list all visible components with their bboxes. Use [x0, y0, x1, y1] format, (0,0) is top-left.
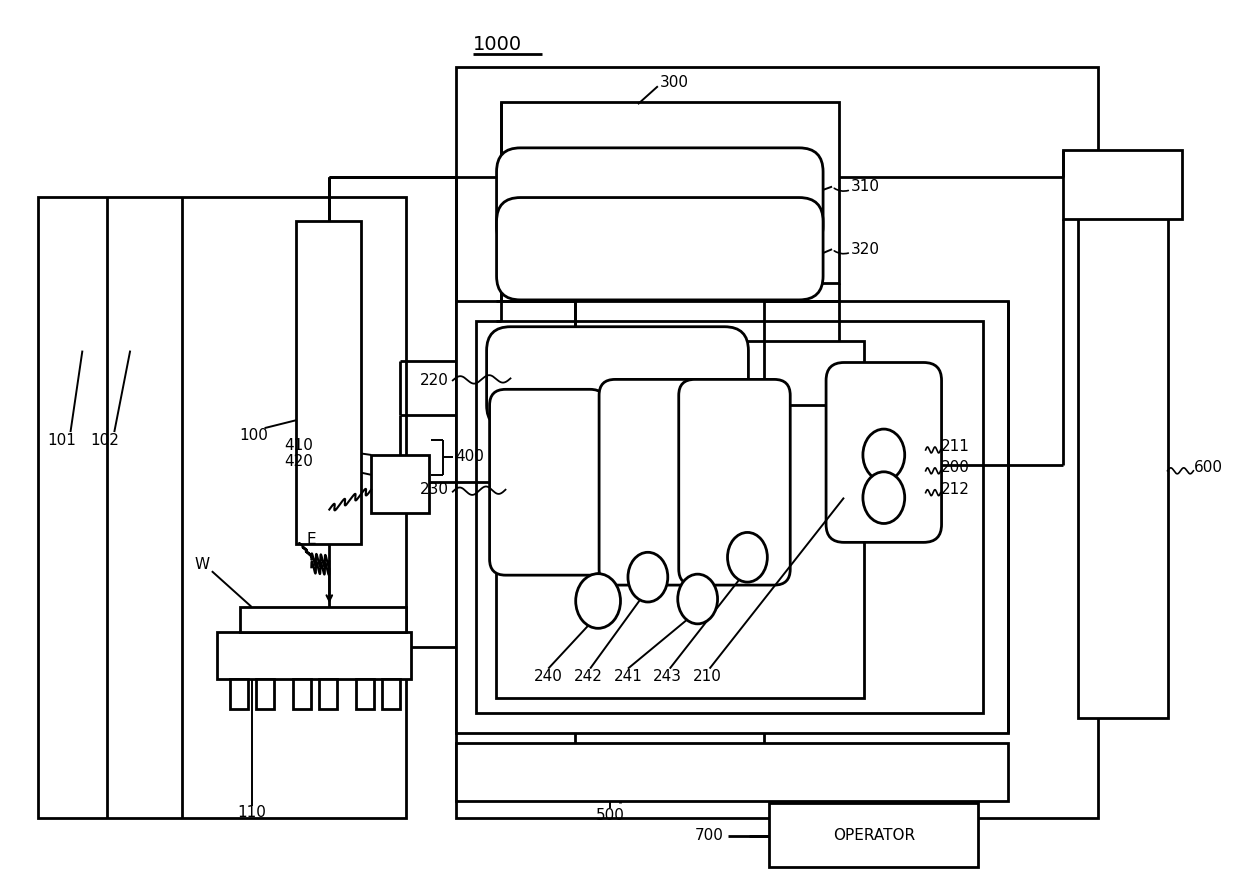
Ellipse shape	[863, 472, 905, 523]
Bar	[37, 196, 405, 818]
Text: 241: 241	[614, 669, 642, 684]
Text: 500: 500	[595, 808, 625, 823]
FancyBboxPatch shape	[826, 362, 941, 543]
Text: 102: 102	[91, 432, 119, 447]
Text: 240: 240	[534, 669, 563, 684]
Bar	[296, 221, 361, 545]
Ellipse shape	[728, 532, 768, 582]
Text: 243: 243	[653, 669, 682, 684]
Bar	[294, 680, 311, 709]
FancyBboxPatch shape	[486, 327, 749, 429]
Text: 100: 100	[239, 428, 268, 443]
Text: 310: 310	[851, 179, 880, 194]
Bar	[501, 103, 839, 283]
Bar	[456, 67, 1097, 818]
Bar	[456, 301, 1008, 733]
Text: 212: 212	[941, 482, 970, 497]
Text: 600: 600	[1193, 461, 1223, 476]
Ellipse shape	[678, 575, 718, 624]
Text: 200: 200	[941, 461, 970, 476]
Text: 410: 410	[284, 438, 314, 453]
Text: E: E	[306, 532, 316, 547]
Text: 420: 420	[284, 454, 314, 469]
Bar	[1078, 167, 1168, 719]
Text: 210: 210	[693, 669, 722, 684]
Text: 700: 700	[694, 828, 723, 843]
Text: 320: 320	[851, 241, 880, 256]
FancyBboxPatch shape	[599, 379, 711, 585]
Text: 230: 230	[420, 482, 449, 497]
Bar	[371, 455, 429, 513]
Text: 300: 300	[660, 75, 689, 90]
Ellipse shape	[575, 574, 620, 629]
FancyBboxPatch shape	[496, 197, 823, 300]
Text: 211: 211	[941, 439, 970, 454]
Bar	[320, 680, 337, 709]
Text: W: W	[195, 557, 210, 572]
Text: 242: 242	[574, 669, 603, 684]
Bar	[382, 680, 401, 709]
Ellipse shape	[627, 552, 668, 602]
Bar	[255, 680, 274, 709]
FancyBboxPatch shape	[678, 379, 790, 585]
Text: 1000: 1000	[472, 35, 522, 54]
FancyBboxPatch shape	[490, 389, 606, 575]
Bar	[476, 321, 983, 713]
Text: 101: 101	[47, 432, 77, 447]
Bar	[456, 743, 1008, 801]
Text: 400: 400	[456, 449, 485, 464]
Ellipse shape	[863, 429, 905, 481]
Bar	[1063, 150, 1183, 219]
Bar	[239, 607, 405, 632]
Bar	[217, 632, 410, 680]
Text: 110: 110	[237, 805, 267, 820]
FancyBboxPatch shape	[496, 148, 823, 250]
Bar	[229, 680, 248, 709]
Bar	[769, 803, 978, 867]
Bar	[496, 340, 864, 698]
Bar	[356, 680, 374, 709]
Text: OPERATOR: OPERATOR	[833, 828, 915, 843]
Text: 220: 220	[420, 373, 449, 388]
